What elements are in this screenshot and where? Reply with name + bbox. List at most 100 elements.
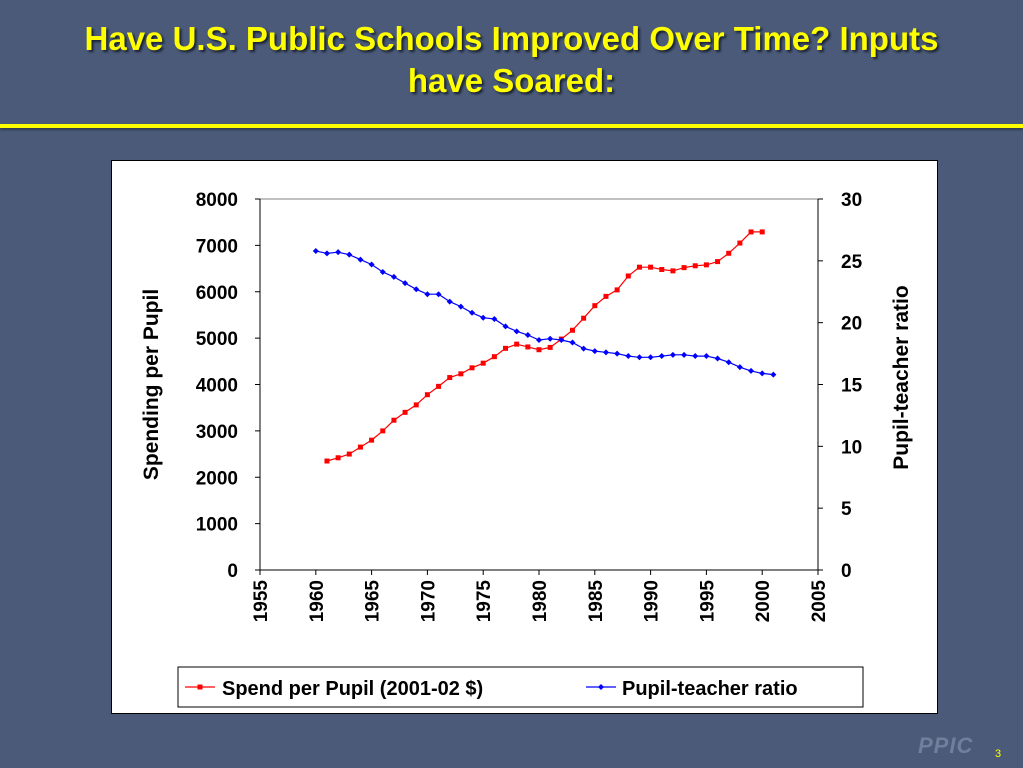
spend-data-point bbox=[447, 375, 453, 381]
y-tick-label: 4000 bbox=[196, 376, 238, 397]
ratio-data-point bbox=[335, 249, 342, 256]
ratio-data-point bbox=[748, 367, 755, 374]
y2-tick-label: 30 bbox=[841, 190, 862, 211]
spend-data-point bbox=[692, 263, 698, 269]
spend-data-point bbox=[380, 428, 386, 434]
ratio-data-point bbox=[390, 273, 397, 280]
ratio-data-point bbox=[669, 351, 676, 358]
spend-data-point bbox=[525, 344, 531, 350]
spend-data-point bbox=[369, 437, 375, 443]
ratio-data-point bbox=[379, 268, 386, 275]
ratio-data-point bbox=[424, 291, 431, 298]
slide-title: Have U.S. Public Schools Improved Over T… bbox=[0, 18, 1023, 102]
legend-swatch-spend-marker bbox=[197, 684, 203, 690]
series-line-spend-per-pupil bbox=[326, 231, 763, 462]
ratio-data-point bbox=[457, 303, 464, 310]
ratio-data-point bbox=[703, 353, 710, 360]
ratio-data-point bbox=[770, 371, 777, 378]
x-tick-label: 1965 bbox=[363, 580, 384, 623]
spend-data-point bbox=[603, 293, 609, 299]
ratio-data-point bbox=[480, 314, 487, 321]
title-divider bbox=[0, 124, 1023, 128]
ratio-data-point bbox=[368, 261, 375, 268]
spend-data-point bbox=[681, 265, 687, 271]
ratio-data-point bbox=[513, 328, 520, 335]
legend-label-spend: Spend per Pupil (2001-02 $) bbox=[222, 678, 483, 700]
ratio-data-point bbox=[636, 354, 643, 361]
ratio-data-point bbox=[736, 364, 743, 371]
ratio-data-point bbox=[725, 359, 732, 366]
ratio-data-point bbox=[357, 256, 364, 263]
spend-data-point bbox=[547, 344, 553, 350]
ratio-data-point bbox=[614, 350, 621, 357]
ratio-data-point bbox=[591, 348, 598, 355]
ratio-data-point bbox=[491, 315, 498, 322]
spend-data-point bbox=[737, 240, 743, 246]
y-tick-label: 8000 bbox=[196, 190, 238, 211]
plot-area-frame bbox=[259, 198, 819, 571]
y-tick-label: 3000 bbox=[196, 422, 238, 443]
y-tick-label: 2000 bbox=[196, 468, 238, 489]
ratio-data-point bbox=[413, 286, 420, 293]
x-tick-label: 2000 bbox=[753, 580, 774, 622]
spend-data-point bbox=[391, 417, 397, 423]
spend-data-point bbox=[346, 451, 352, 457]
ratio-data-point bbox=[446, 298, 453, 305]
x-tick-label: 1985 bbox=[586, 580, 607, 623]
x-tick-label: 1975 bbox=[474, 580, 495, 623]
x-tick-label: 2005 bbox=[809, 580, 830, 623]
chart-legend bbox=[177, 666, 864, 708]
y-tick-label: 1000 bbox=[196, 515, 238, 536]
ratio-data-point bbox=[346, 251, 353, 258]
spend-data-point bbox=[670, 268, 676, 274]
ratio-data-point bbox=[647, 354, 654, 361]
spend-data-point bbox=[748, 229, 754, 235]
spend-data-point bbox=[335, 455, 341, 461]
slide-title-line-1: Have U.S. Public Schools Improved Over T… bbox=[84, 20, 939, 57]
y2-tick-label: 20 bbox=[841, 314, 862, 335]
ratio-data-point bbox=[580, 345, 587, 352]
spend-data-point bbox=[436, 383, 442, 389]
ratio-data-point bbox=[547, 335, 554, 342]
spend-data-point bbox=[514, 341, 520, 347]
ratio-data-point bbox=[469, 309, 476, 316]
y-tick-label: 0 bbox=[227, 561, 238, 582]
page-number: 3 bbox=[995, 748, 1002, 760]
spend-data-point bbox=[536, 347, 542, 353]
ratio-data-point bbox=[558, 336, 565, 343]
ratio-data-point bbox=[681, 351, 688, 358]
spend-data-point bbox=[491, 354, 497, 360]
spend-data-point bbox=[480, 360, 486, 366]
legend-label-ratio: Pupil-teacher ratio bbox=[622, 678, 798, 700]
spend-data-point bbox=[413, 402, 419, 408]
x-tick-label: 1960 bbox=[307, 580, 328, 622]
spend-data-point bbox=[592, 303, 598, 309]
spend-data-point bbox=[636, 264, 642, 270]
line-chart: 0 1000 2000 3000 4000 5000 6000 7000 8000 0 5 10 15 2… bbox=[140, 190, 913, 708]
y-axis-title: Spending per Pupil bbox=[140, 289, 163, 480]
ratio-data-point bbox=[569, 339, 576, 346]
ppic-logo: PPIC bbox=[918, 733, 974, 758]
spend-data-point bbox=[614, 287, 620, 293]
x-tick-label: 1955 bbox=[251, 580, 272, 623]
spend-data-point bbox=[759, 229, 765, 235]
y2-axis-title: Pupil-teacher ratio bbox=[890, 285, 913, 469]
y2-tick-label: 0 bbox=[841, 561, 852, 582]
spend-data-point bbox=[625, 273, 631, 279]
y2-tick-label: 5 bbox=[841, 499, 852, 520]
spend-data-point bbox=[715, 259, 721, 265]
x-tick-label: 1970 bbox=[418, 580, 439, 622]
y2-tick-label: 25 bbox=[841, 252, 863, 273]
ratio-data-point bbox=[714, 355, 721, 362]
spend-data-point bbox=[469, 365, 475, 371]
y2-tick-label: 15 bbox=[841, 376, 863, 397]
spend-data-point bbox=[648, 264, 654, 270]
y-tick-label: 5000 bbox=[196, 329, 238, 350]
spend-data-point bbox=[424, 392, 430, 398]
x-tick-label: 1980 bbox=[530, 580, 551, 622]
spend-data-point bbox=[659, 266, 665, 272]
spend-data-point bbox=[581, 315, 587, 321]
y2-tick-label: 10 bbox=[841, 437, 862, 458]
ratio-data-point bbox=[602, 349, 609, 356]
ratio-data-point bbox=[658, 353, 665, 360]
